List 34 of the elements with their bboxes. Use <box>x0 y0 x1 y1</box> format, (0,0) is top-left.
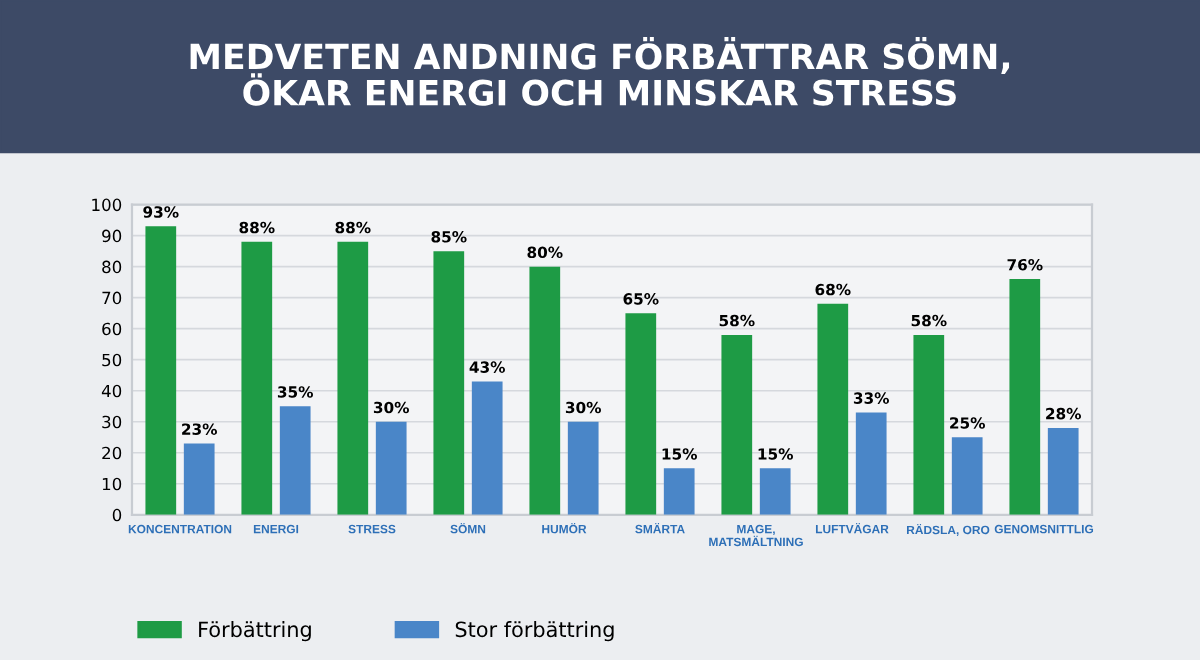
bar <box>855 412 887 515</box>
y-tick-label: 100 <box>92 198 122 212</box>
bar <box>375 421 407 515</box>
bar <box>1009 279 1041 515</box>
y-tick-label: 90 <box>102 229 122 243</box>
y-tick-label: 40 <box>101 384 122 398</box>
bar <box>433 251 465 515</box>
bar <box>759 468 791 515</box>
bar <box>337 241 369 515</box>
y-tick-label: 70 <box>102 291 122 305</box>
bar <box>471 381 503 515</box>
bar <box>625 313 657 515</box>
bar <box>241 241 273 515</box>
bar <box>951 437 983 515</box>
chart-title: MEDVETEN ANDNING FÖRBÄTTRAR SÖMN, ÖKAR ENERGI OCH MINSKAR STRESS <box>190 36 1010 106</box>
bar <box>817 303 849 515</box>
y-tick-label: 0 <box>112 508 122 522</box>
y-tick-label: 30 <box>102 415 122 429</box>
y-tick-label: 50 <box>102 353 122 367</box>
bar <box>183 443 215 515</box>
bar <box>529 266 561 515</box>
bar <box>279 406 311 515</box>
y-tick-label: 60 <box>102 322 122 336</box>
bar <box>913 334 945 515</box>
legend-label: Förbättring <box>199 621 311 642</box>
bar <box>1047 427 1079 515</box>
bar <box>145 226 177 515</box>
bar <box>663 468 695 515</box>
legend-label: Stor förbättring <box>455 621 614 642</box>
y-tick-label: 10 <box>102 477 122 491</box>
bar <box>567 421 599 515</box>
bar <box>721 334 753 515</box>
y-tick-label: 80 <box>102 260 122 274</box>
y-tick-label: 20 <box>102 446 122 460</box>
